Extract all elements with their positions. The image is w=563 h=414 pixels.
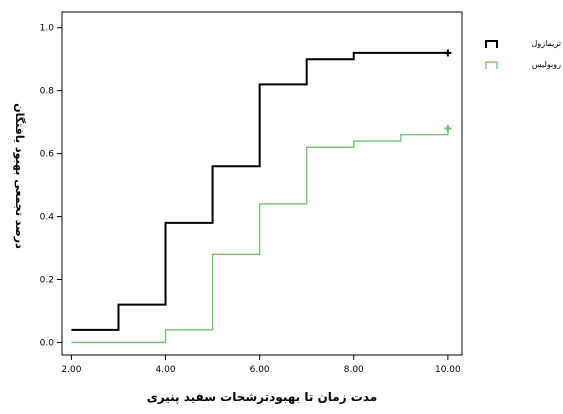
x-tick-label: 6.00 bbox=[250, 365, 270, 375]
series-line-0 bbox=[71, 51, 448, 331]
x-tick-label: 8.00 bbox=[344, 365, 364, 375]
y-tick-label: 0.8 bbox=[40, 87, 55, 97]
series-layer bbox=[71, 49, 452, 344]
x-axis-label: مدت زمان تا بهبودترشحات سفید پنیری bbox=[147, 390, 377, 405]
y-tick-label: 0.4 bbox=[40, 213, 55, 223]
y-tick-label: 0.6 bbox=[40, 150, 55, 160]
legend: تریمازول روبولیس bbox=[485, 39, 561, 69]
y-tick-label: 1.0 bbox=[40, 24, 55, 34]
x-tick-label: 10.00 bbox=[435, 365, 461, 375]
y-tick-label: 0.0 bbox=[40, 338, 55, 348]
series-line-1 bbox=[71, 128, 449, 344]
legend-swatch bbox=[485, 40, 498, 48]
legend-label: روبولیس bbox=[532, 60, 561, 69]
y-tick-label: 0.2 bbox=[40, 275, 54, 285]
plot-frame bbox=[61, 11, 463, 356]
x-tick-label: 4.00 bbox=[156, 365, 176, 375]
ticks-layer: 2.00 4.00 6.00 8.00 10.00 0.0 0.2 0.4 0.6 0.8 1.0 bbox=[40, 24, 461, 375]
legend-swatch bbox=[485, 61, 498, 69]
x-tick-label: 2.00 bbox=[61, 365, 81, 375]
legend-label: تریمازول bbox=[532, 39, 561, 48]
y-axis-label: درصد تجمعی بهبود یافتگان bbox=[13, 103, 26, 249]
